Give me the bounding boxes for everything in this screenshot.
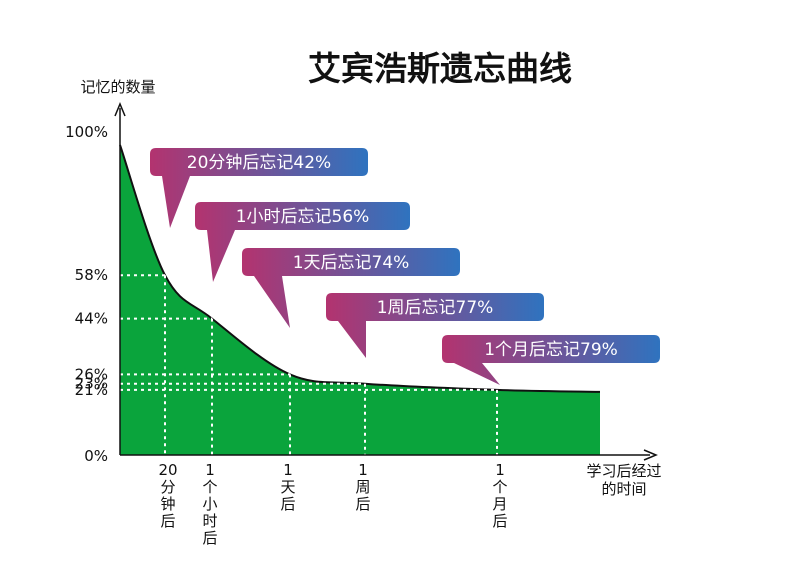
x-tick-label: 1 周后 bbox=[355, 461, 370, 513]
y-tick-label: 0% bbox=[84, 447, 108, 465]
y-tick-label: 100% bbox=[65, 123, 108, 141]
y-tick-label: 58% bbox=[75, 266, 108, 284]
annotation-bubble-shape bbox=[242, 248, 460, 328]
y-axis-arrow bbox=[114, 102, 126, 117]
annotation-text: 1天后忘记74% bbox=[293, 253, 410, 273]
y-tick-label: 21% bbox=[75, 381, 108, 399]
y-axis-label: 记忆的数量 bbox=[80, 78, 155, 96]
y-tick-label: 26% bbox=[75, 365, 108, 383]
x-tick-label: 20 分钟后 bbox=[158, 461, 177, 530]
x-tick-label: 1 个小时后 bbox=[202, 461, 217, 547]
x-axis-arrow bbox=[643, 449, 658, 461]
x-tick-label: 1 天后 bbox=[280, 461, 295, 513]
annotation-bubble-shape bbox=[326, 293, 544, 358]
annotation-bubble: 1小时后忘记56% bbox=[195, 202, 410, 282]
annotation-bubble: 20分钟后忘记42% bbox=[150, 148, 368, 228]
annotation-bubble: 1个月后忘记79% bbox=[442, 335, 660, 385]
annotation-text: 20分钟后忘记42% bbox=[187, 153, 331, 173]
annotation-bubble-shape bbox=[150, 148, 368, 228]
annotation-bubble-shape bbox=[195, 202, 410, 282]
annotation-bubble: 1周后忘记77% bbox=[326, 293, 544, 358]
annotation-text: 1小时后忘记56% bbox=[236, 207, 370, 227]
retention-area bbox=[120, 145, 600, 455]
chart-title: 艾宾浩斯遗忘曲线 bbox=[308, 49, 572, 88]
x-tick-label: 1 个月后 bbox=[492, 461, 507, 530]
annotation-text: 1周后忘记77% bbox=[377, 298, 494, 318]
x-axis-label: 学习后经过的时间 bbox=[586, 462, 661, 498]
annotation-bubble: 1天后忘记74% bbox=[242, 248, 460, 328]
annotation-text: 1个月后忘记79% bbox=[484, 340, 618, 360]
y-tick-label: 23% bbox=[75, 375, 108, 393]
annotation-bubble-shape bbox=[442, 335, 660, 385]
y-tick-label: 44% bbox=[75, 310, 108, 328]
